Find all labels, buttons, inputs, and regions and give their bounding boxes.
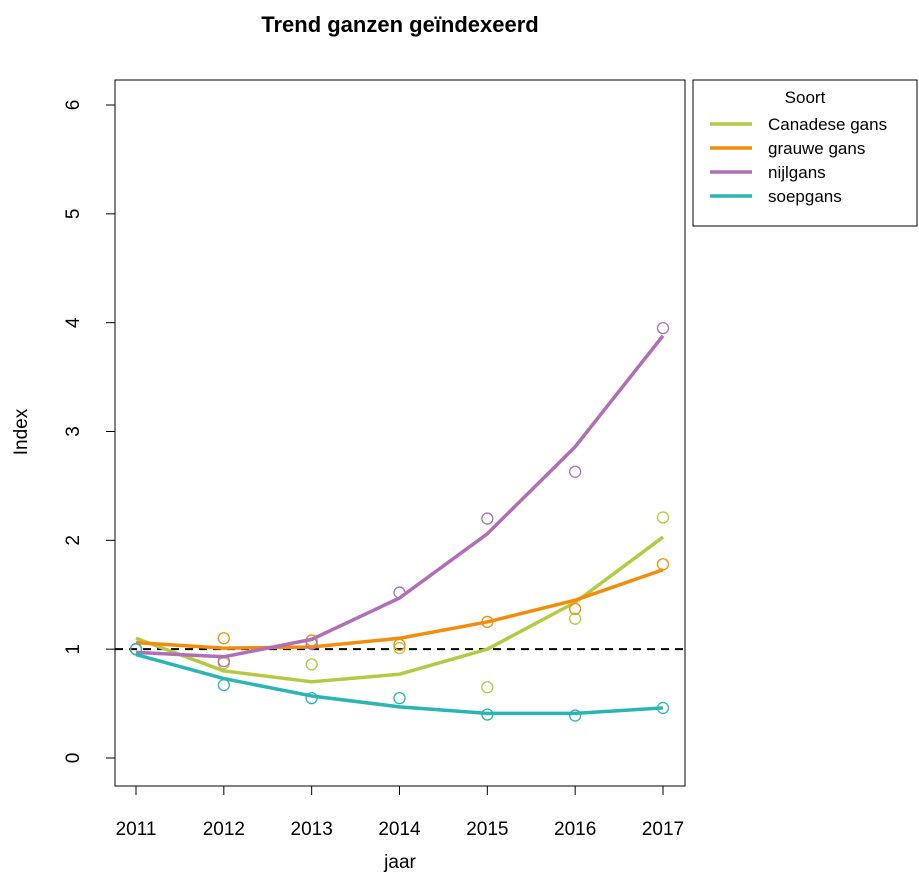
data-point-canadese-gans	[305, 658, 318, 671]
legend-label: nijlgans	[768, 163, 826, 182]
y-tick-label: 2	[63, 535, 84, 546]
x-axis: 2011 2012 2013 2014 2015 2016 2017	[116, 785, 684, 840]
data-point-soepgans	[129, 643, 143, 656]
plot-frame	[114, 79, 686, 787]
data-point-grauwe-gans	[656, 558, 670, 571]
legend-item-canadese-gans: Canadese gans	[710, 115, 887, 134]
trend-line-nijlgans	[135, 334, 665, 659]
data-point-canadese-gans	[569, 612, 582, 625]
legend-label: soepgans	[768, 187, 842, 206]
data-point-canadese-gans	[481, 681, 494, 694]
x-tick-label: 2015	[466, 819, 508, 840]
series-soepgans	[129, 643, 670, 722]
x-tick-label: 2017	[642, 819, 684, 840]
y-tick-label: 4	[63, 317, 84, 328]
x-tick-label: 2012	[203, 819, 245, 840]
data-point-grauwe-gans	[481, 615, 494, 629]
y-tick-label: 3	[63, 426, 84, 437]
y-tick-label: 0	[63, 753, 84, 764]
data-point-nijlgans	[481, 512, 494, 525]
trend-line-canadese-gans	[135, 535, 665, 684]
legend-label: Canadese gans	[768, 115, 887, 134]
x-tick-label: 2016	[554, 819, 596, 840]
series-layer	[129, 321, 670, 722]
y-tick-label: 1	[63, 644, 84, 655]
x-axis-label: jaar	[383, 852, 416, 873]
data-point-nijlgans	[305, 637, 318, 650]
legend-label: grauwe gans	[768, 139, 865, 158]
data-point-canadese-gans	[656, 511, 670, 524]
data-point-soepgans	[656, 701, 670, 715]
data-point-nijlgans	[217, 654, 230, 668]
data-point-soepgans	[217, 678, 230, 692]
trend-line-soepgans	[135, 652, 664, 716]
y-axis-label: Index	[11, 408, 32, 455]
series-grauwe-gans	[129, 558, 670, 656]
data-point-soepgans	[393, 691, 406, 705]
data-point-nijlgans	[656, 321, 670, 335]
data-point-soepgans	[481, 708, 494, 721]
x-tick-label: 2013	[291, 819, 333, 840]
data-point-nijlgans	[569, 465, 582, 478]
series-nijlgans	[129, 321, 670, 668]
legend-box	[692, 79, 918, 227]
chart-title: Trend ganzen geïndexeerd	[261, 12, 539, 37]
series-canadese-gans	[129, 511, 670, 694]
y-tick-label: 6	[63, 100, 84, 111]
legend-title: Soort	[785, 88, 826, 107]
y-tick-label: 5	[63, 209, 84, 220]
data-point-soepgans	[305, 691, 318, 705]
legend: Soort Canadese gans grauwe gans nijlgans so…	[692, 79, 918, 227]
data-point-grauwe-gans	[217, 632, 230, 645]
data-point-grauwe-gans	[393, 638, 406, 651]
x-tick-label: 2014	[378, 819, 421, 840]
data-point-grauwe-gans	[569, 602, 582, 616]
y-axis: 0 1 2 3 4 5 6	[63, 100, 116, 764]
legend-item-grauwe-gans: grauwe gans	[710, 139, 865, 158]
x-tick-label: 2011	[116, 819, 157, 840]
data-point-soepgans	[569, 709, 582, 722]
data-point-nijlgans	[393, 586, 406, 599]
data-point-canadese-gans	[393, 641, 406, 655]
legend-items: Canadese gans grauwe gans nijlgans soepgans	[710, 115, 887, 206]
legend-item-soepgans: soepgans	[710, 187, 842, 206]
trend-line-grauwe-gans	[135, 568, 664, 650]
legend-item-nijlgans: nijlgans	[710, 163, 826, 182]
